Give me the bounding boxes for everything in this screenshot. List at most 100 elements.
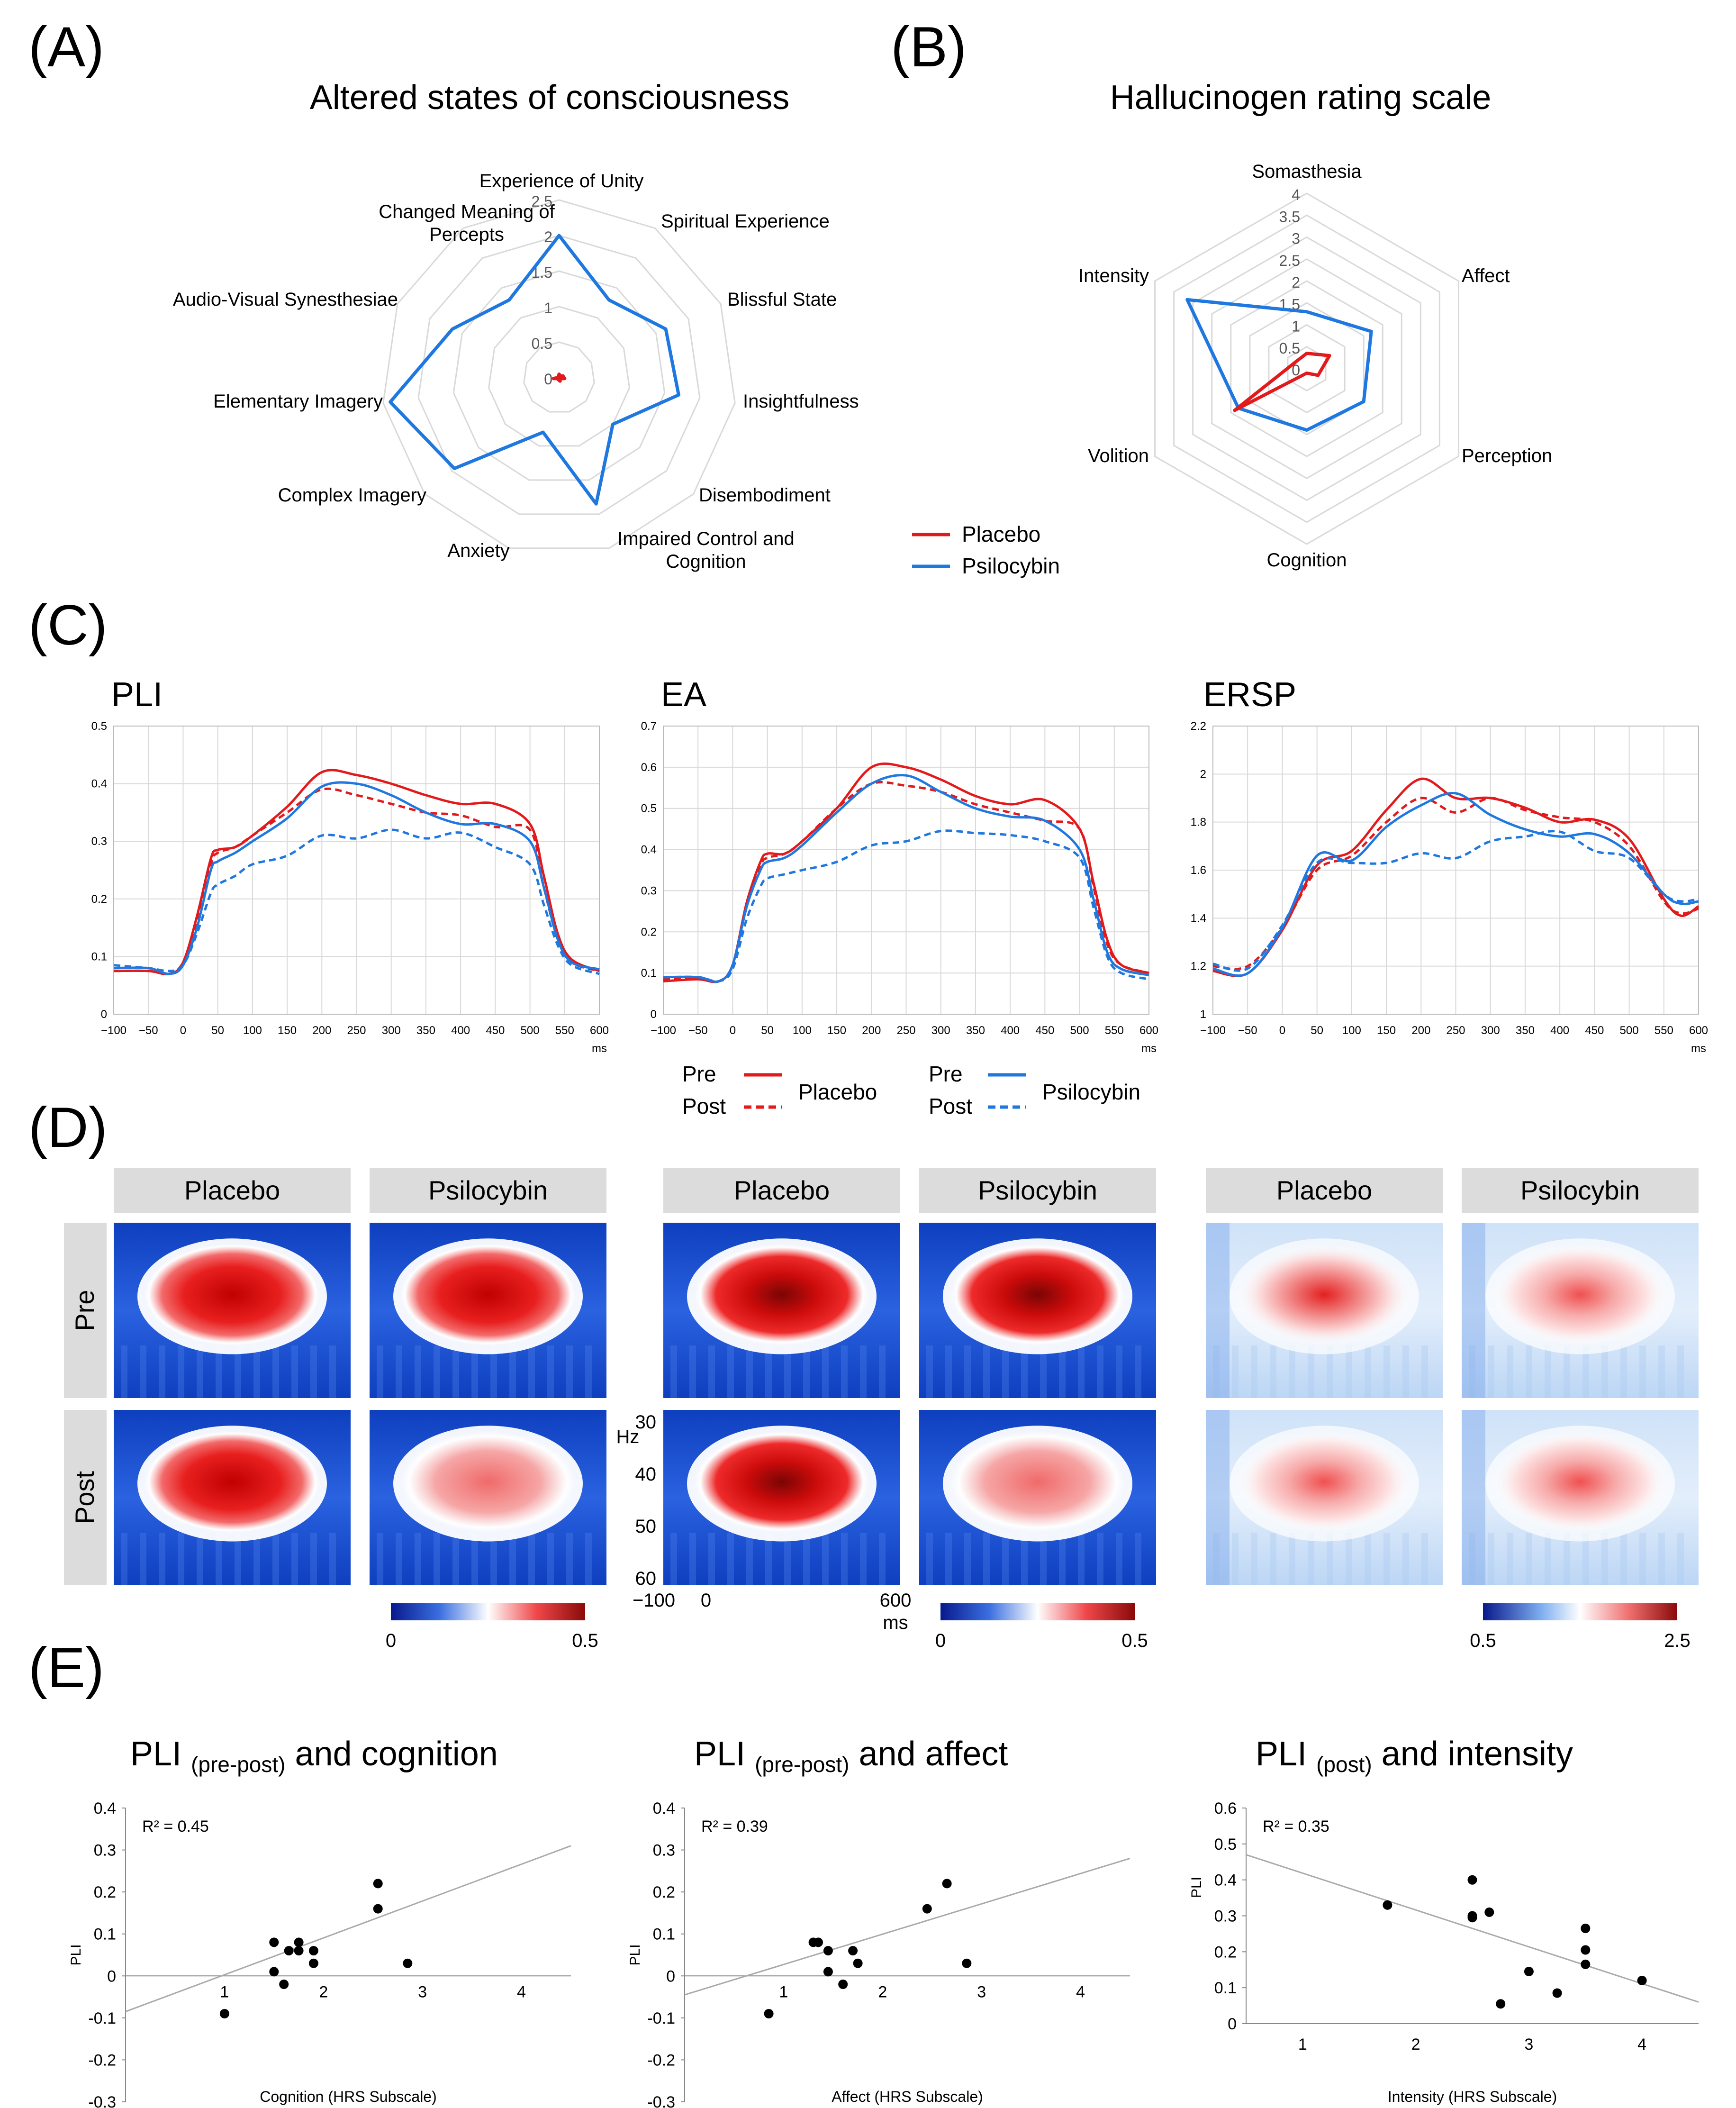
panelD-heatmap-streak (1213, 1345, 1220, 1398)
panelA-axis-label: Elementary Imagery (213, 391, 383, 412)
panelE-scatter-0: 0.4 0.3 0.2 0.1 0 -0.1 -0.2 -0.3 1 2 3 4 Cognition (… (68, 1799, 571, 2108)
panelD-heatmap-streak (1327, 1345, 1333, 1398)
panelD-heatmap-streak (784, 1345, 791, 1398)
panelC-x-tick: −50 (139, 1024, 158, 1037)
panelB-tick-label: 2 (1292, 274, 1300, 291)
panelB-tick-label: 4 (1292, 186, 1300, 203)
panelD-heatmap-blob (950, 1431, 1125, 1533)
panelE-point (284, 1946, 294, 1956)
panelD-heatmap-streak (1059, 1533, 1066, 1585)
panelD-heatmap-streak (784, 1533, 791, 1585)
panelD-heatmap-streak (841, 1345, 848, 1398)
panelC-y-tick: 0.7 (641, 720, 657, 733)
panelC-y-tick: 2.2 (1191, 720, 1206, 733)
panelD-heatmap-streak (860, 1345, 867, 1398)
panelA-tick-label: 0 (544, 371, 552, 388)
panelC-x-unit: ms (1141, 1042, 1157, 1055)
panelA-tick-label: 2.5 (532, 193, 552, 210)
panelE-point (838, 1980, 848, 1989)
panelA-axis-label-line: Cognition (666, 551, 746, 572)
panelC-frame (1212, 726, 1699, 1015)
panelC-chart-ersp: ERSP −100 −50 0 50 100 150 200 250 300 350 400 450 50… (1191, 676, 1708, 1055)
panelB-axis-label: Intensity (1078, 265, 1149, 286)
panelD-heatmap-streak (1040, 1533, 1047, 1585)
panelD-heatmap-streak (1059, 1345, 1066, 1398)
panelD-heatmap-blob (950, 1244, 1125, 1345)
panelE-point (922, 1904, 932, 1914)
panelD-heatmap-streak (509, 1345, 516, 1398)
panelD-heatmap-streak (1135, 1345, 1141, 1398)
panelC-title-ersp: ERSP (1203, 676, 1296, 714)
panelE-title-main: PLI (1256, 1735, 1316, 1773)
panelC-x-tick: 500 (1070, 1024, 1089, 1037)
panelE-point (814, 1937, 823, 1947)
panelD-heatmap-streak (1078, 1533, 1085, 1585)
panelD-heatmap-streak (235, 1345, 241, 1398)
panelC-legend-placebo: Placebo (798, 1080, 877, 1104)
panelC-x-tick: 300 (382, 1024, 401, 1037)
panelC-legend-post: Post (682, 1094, 726, 1118)
panelD-colorbar-1 (940, 1603, 1135, 1620)
panelD-row-label-bg (64, 1223, 107, 1398)
panel-label-b: (B) (891, 15, 967, 79)
panelA-axis-label: Disembodiment (699, 485, 831, 506)
panelE-title-main: PLI (130, 1735, 191, 1773)
panelD-heatmap-streak (471, 1345, 478, 1398)
panelD-heatmap-streak (547, 1533, 554, 1585)
panelE-y-tick: 0.6 (1214, 1799, 1237, 1817)
panelE-y-tick: 0.4 (1214, 1872, 1237, 1890)
panelD-colorbar-0 (391, 1603, 585, 1620)
panelE-ylabel: PLI (1189, 1877, 1204, 1898)
panelE-x-tick: 3 (1524, 2035, 1533, 2053)
panelD-colorbar-min: 0 (935, 1630, 946, 1651)
panelC-y-tick: 2 (1200, 768, 1206, 781)
panelC-x-tick: 550 (555, 1024, 574, 1037)
panelC-x-tick: 300 (931, 1024, 950, 1037)
panelD-heatmap-streak (879, 1533, 886, 1585)
panelD-heatmap-streak (670, 1533, 677, 1585)
panelE-y-tick: 0.2 (94, 1883, 116, 1901)
panelC-y-tick: 0.3 (91, 835, 107, 848)
panelB-grid-ring (1192, 236, 1421, 501)
panelD-colorbar-max: 0.5 (1121, 1630, 1148, 1651)
panelB-grid-ring (1211, 258, 1402, 479)
panelD-heatmap-ersp-psilocybin-pre (1462, 1223, 1699, 1398)
panelC-frame (113, 726, 600, 1015)
panelE-y-tick: 0.1 (94, 1926, 116, 1944)
panelE-r2: R² = 0.39 (701, 1817, 768, 1835)
panelC-x-tick: 350 (416, 1024, 435, 1037)
panelE-point (269, 1967, 279, 1977)
panelE-point (308, 1958, 318, 1968)
panelD-heatmap-streak (1040, 1345, 1047, 1398)
panelA-grid-ring (523, 341, 595, 413)
panelD-hz-tick: 60 (635, 1568, 657, 1589)
panel-label-a: (A) (28, 15, 104, 79)
panelE-point (294, 1937, 304, 1947)
panelD-heatmap-streak (689, 1533, 696, 1585)
panelC-x-tick: 300 (1481, 1024, 1500, 1037)
panelD-heatmap-streak (310, 1345, 317, 1398)
panelD-heatmap-streak (822, 1533, 829, 1585)
panelB-axis-label: Volition (1088, 445, 1149, 466)
panelA-axis-label: Experience of Unity (479, 171, 644, 191)
panelD-heatmap-streak (1658, 1345, 1665, 1398)
panelE-y-tick: -0.2 (88, 2051, 116, 2069)
panelD-heatmap-streak (803, 1533, 810, 1585)
panelD-heatmap-streak (822, 1345, 829, 1398)
panelB-axis-label-line: Somasthesia (1252, 161, 1362, 182)
panelE-y-tick: 0 (1228, 2015, 1237, 2033)
panelD-heatmap-streak (1135, 1533, 1141, 1585)
panelD-colorbar-2 (1483, 1603, 1677, 1620)
panelE-point (942, 1879, 952, 1889)
panelE-title-rest: and intensity (1372, 1735, 1573, 1773)
panelD-time-tick: −100 (633, 1590, 675, 1611)
panelD-heatmap-streak (377, 1533, 383, 1585)
panelD-heatmap-streak (1097, 1533, 1103, 1585)
panelD-heatmap-streak (253, 1345, 260, 1398)
panelD-heatmap-streak (1365, 1533, 1371, 1585)
panelC-x-tick: 350 (1516, 1024, 1535, 1037)
panelD-heatmap-streak (708, 1533, 715, 1585)
panelC-x-unit: ms (1691, 1042, 1706, 1055)
panelC-x-tick: 100 (1342, 1024, 1361, 1037)
panelC-y-tick: 0.6 (641, 761, 657, 774)
